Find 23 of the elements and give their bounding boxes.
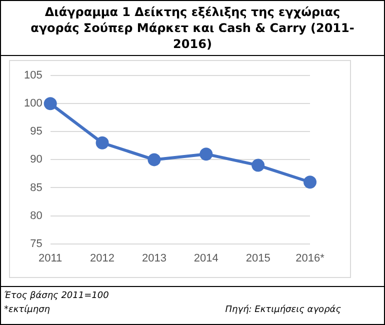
point bbox=[148, 153, 161, 166]
point bbox=[44, 97, 57, 110]
point bbox=[200, 148, 213, 161]
point bbox=[252, 158, 265, 172]
y-tick-label: 75 bbox=[30, 238, 42, 250]
x-tick-label: 2014 bbox=[194, 252, 218, 264]
y-tick-label: 100 bbox=[24, 98, 42, 110]
text: Έτος βάσης 2011=100 bbox=[4, 290, 110, 303]
x-tick-label: 2015 bbox=[246, 252, 270, 264]
point bbox=[304, 176, 316, 189]
x-tick-label: 2011 bbox=[38, 252, 62, 264]
chart-title: Διάγραμμα 1 Δείκτης εξέλιξης της εγχώριας αγοράς Σούπερ Μάρκετ και Cash & Carry (2011-2016) bbox=[1, 1, 384, 56]
y-tick-label: 80 bbox=[30, 210, 42, 222]
point bbox=[96, 136, 109, 150]
text: Πηγή: Εκτιμήσεις αγοράς bbox=[225, 304, 341, 317]
y-tick-label: 85 bbox=[30, 182, 42, 194]
y-tick-label: 95 bbox=[30, 126, 42, 138]
text: *εκτίμηση bbox=[4, 304, 50, 317]
x-tick-label: 2012 bbox=[90, 252, 115, 264]
y-tick-label: 90 bbox=[30, 154, 42, 166]
y-tick-label: 105 bbox=[24, 70, 42, 82]
x-tick-label: 2016* bbox=[296, 252, 326, 264]
x-tick-label: 2013 bbox=[142, 252, 166, 264]
